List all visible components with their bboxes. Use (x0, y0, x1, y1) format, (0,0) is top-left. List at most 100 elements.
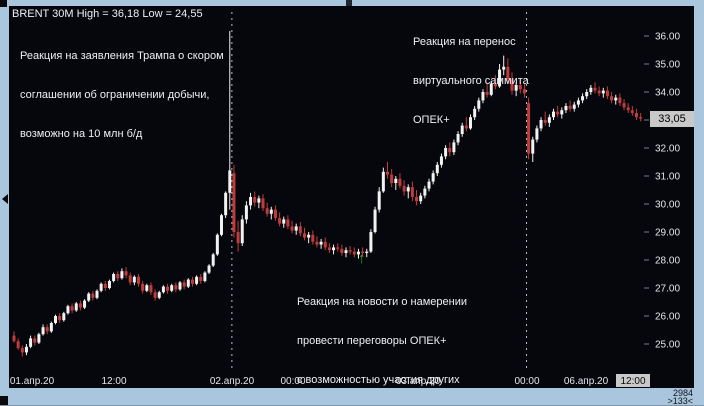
candle-body (356, 251, 360, 255)
candle-body (132, 276, 136, 283)
candle-body (506, 66, 510, 80)
x-axis-label: 00:00 (280, 376, 305, 387)
x-axis-label: 01.апр.20 (10, 376, 55, 387)
candle-body (236, 232, 240, 244)
annotation-line: провести переговоры ОПЕК+ (297, 335, 447, 347)
candle-body (552, 111, 555, 118)
candle-body (33, 338, 37, 343)
candle-body (128, 275, 132, 283)
annotation-line: виртуального саммита (413, 75, 529, 87)
candle-body (70, 306, 74, 311)
candle-body (74, 303, 78, 311)
candle-body (91, 293, 95, 298)
y-axis-label: 31.00 (655, 172, 680, 183)
candle-body (614, 97, 618, 101)
x-axis-layer: 01.апр.20 12:00 02.апр.20 00:00 03.апр.20 00:… (10, 374, 650, 387)
candle-body (107, 281, 111, 288)
candle-body (489, 83, 493, 95)
annotation-line: Реакция на заявления Трампа о скором (20, 50, 224, 62)
y-axis-label: 28.00 (655, 256, 680, 267)
candle-body (572, 104, 576, 109)
candle-body (626, 107, 630, 111)
candle-body (253, 197, 257, 203)
candle-body (610, 96, 614, 101)
candle-body (195, 276, 199, 284)
annotation-line: Реакция на новости о намерении (297, 296, 468, 308)
candle-body (485, 92, 489, 95)
candle-body (444, 148, 448, 157)
candle-body (265, 208, 269, 214)
candle-body (199, 276, 203, 281)
candle-body (406, 187, 410, 192)
candle-body (29, 338, 33, 347)
candle-body (12, 335, 16, 342)
candle-body (37, 334, 41, 343)
candle-body (601, 90, 605, 94)
candle-body (543, 120, 547, 123)
candle-body (522, 89, 526, 94)
candle-body (166, 286, 170, 291)
x-axis-label: 03.апр.20 (396, 376, 441, 387)
candle-body (54, 316, 57, 323)
scroll-left-icon[interactable] (2, 194, 8, 204)
candle-body (319, 241, 323, 245)
candle-body (622, 103, 626, 108)
candle-body (261, 198, 265, 209)
y-axis-label: 29.00 (655, 228, 680, 239)
x-axis-label: 12:00 (101, 376, 126, 387)
window-corner-mark-bottom-left (0, 396, 8, 405)
candle-body (240, 219, 244, 244)
chart-background (9, 6, 694, 388)
candle-body (448, 148, 452, 153)
candle-body (45, 327, 49, 332)
frame-counter-top: 2984 (672, 388, 693, 398)
candle-body (95, 290, 99, 298)
candle-body (224, 192, 228, 216)
candle-body (49, 323, 53, 332)
candle-body (576, 100, 580, 105)
candle-body (361, 251, 365, 253)
candle-body (228, 170, 232, 193)
candle-body (220, 215, 223, 235)
candle-body (456, 134, 460, 143)
candle-body (286, 219, 290, 227)
x-axis-label: 00:00 (514, 376, 539, 387)
candle-body (390, 174, 394, 183)
y-axis-label: 26.00 (655, 312, 680, 323)
annotation-line: ОПЕК+ (413, 114, 450, 126)
candle-body (153, 292, 157, 298)
candle-body (556, 111, 560, 115)
candle-body (527, 103, 531, 154)
candle-body (365, 251, 369, 253)
candle-body (298, 226, 302, 234)
candle-body (481, 92, 485, 101)
candle-body (58, 316, 62, 321)
candle-body (16, 341, 20, 349)
x-axis-label: 12:00 (620, 376, 645, 387)
candle-body (386, 171, 389, 175)
candle-body (112, 274, 116, 281)
candle-body (211, 254, 215, 266)
candle-body (116, 274, 120, 279)
candle-body (402, 185, 406, 192)
candle-body (83, 300, 87, 308)
candles-layer (12, 30, 643, 357)
y-axis-label: 27.00 (655, 284, 680, 295)
y-axis-label: 34.00 (655, 88, 680, 99)
candle-body (41, 327, 45, 335)
candle-body (452, 142, 456, 153)
candle-body (24, 346, 28, 353)
y-axis-label: 30.00 (655, 200, 680, 211)
candle-body (477, 100, 481, 109)
candle-body (78, 303, 82, 308)
y-axis-label: 32.00 (655, 144, 680, 155)
candle-body (369, 232, 373, 252)
window-corner-mark-top-left (0, 0, 7, 7)
candle-body (20, 348, 24, 353)
chart-title: BRENT 30M High = 36,18 Low = 24,55 (12, 8, 203, 20)
candle-body (381, 171, 385, 192)
annotation-line: Реакция на перенос (413, 36, 516, 48)
candle-body (203, 272, 207, 281)
y-axis-label: 25.00 (655, 340, 680, 351)
